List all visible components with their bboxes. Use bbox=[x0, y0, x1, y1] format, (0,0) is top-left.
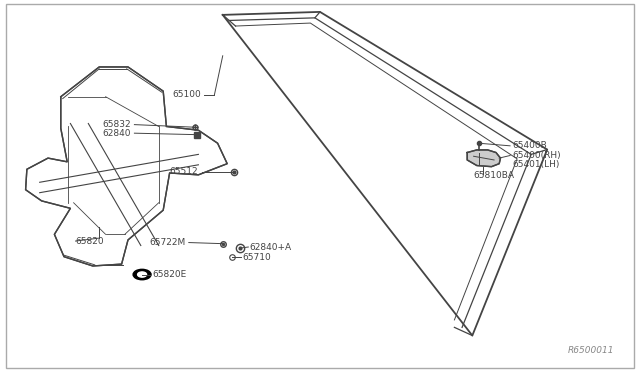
Text: 65810BA: 65810BA bbox=[474, 171, 515, 180]
Text: 65512: 65512 bbox=[170, 167, 198, 176]
Text: R6500011: R6500011 bbox=[568, 346, 614, 355]
Text: 65400B: 65400B bbox=[512, 141, 547, 150]
Text: 65100: 65100 bbox=[173, 90, 202, 99]
Circle shape bbox=[138, 272, 147, 277]
Text: 65820E: 65820E bbox=[152, 270, 187, 279]
Polygon shape bbox=[467, 150, 500, 167]
Circle shape bbox=[133, 269, 151, 280]
Text: 65820: 65820 bbox=[76, 237, 104, 246]
Text: 65832: 65832 bbox=[102, 120, 131, 129]
Text: 65400(RH): 65400(RH) bbox=[512, 151, 561, 160]
Text: 65710: 65710 bbox=[242, 253, 271, 262]
Text: 65401(LH): 65401(LH) bbox=[512, 160, 559, 169]
Polygon shape bbox=[26, 67, 227, 266]
Text: 62840+A: 62840+A bbox=[250, 243, 292, 251]
Text: 65722M: 65722M bbox=[149, 238, 186, 247]
Text: 62840: 62840 bbox=[102, 129, 131, 138]
